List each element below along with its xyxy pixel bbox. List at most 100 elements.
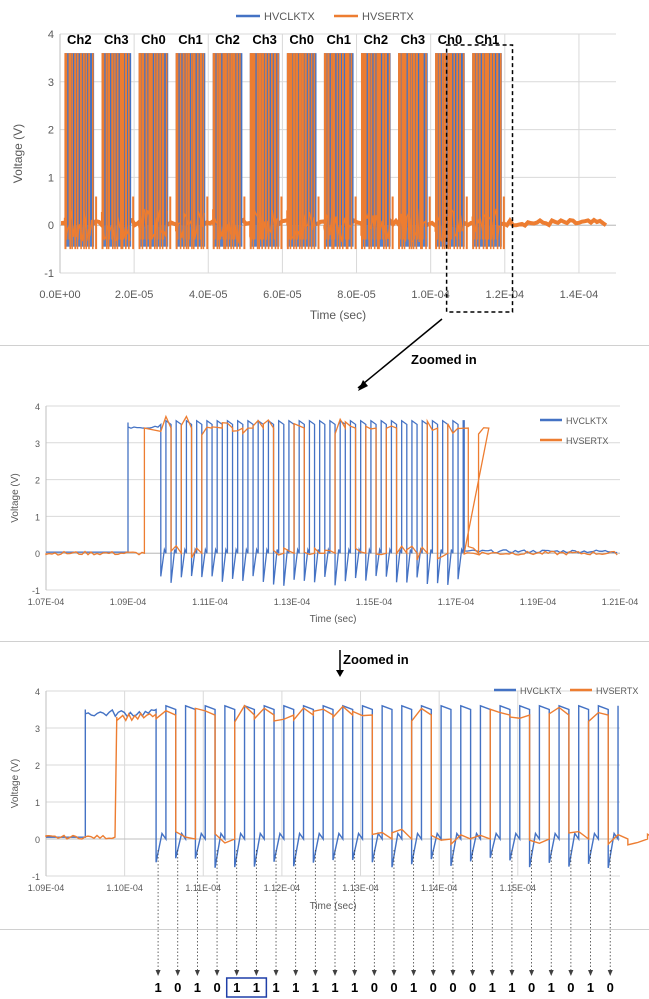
y-tick-label: 4 xyxy=(48,29,54,41)
channel-label: Ch2 xyxy=(364,32,389,47)
legend-label-hvsertx: HVSERTX xyxy=(566,436,608,446)
x-tick-label: 1.4E-04 xyxy=(560,289,599,301)
decoded-bit: 0 xyxy=(213,980,220,995)
series-hvsertx-noise xyxy=(212,209,242,245)
decoded-bit: 1 xyxy=(351,980,358,995)
y-tick-label: 1 xyxy=(35,512,40,522)
y-axis-title: Voltage (V) xyxy=(11,124,25,183)
legend-label-hvsertx: HVSERTX xyxy=(362,11,414,23)
x-tick-label: 4.0E-05 xyxy=(189,289,228,301)
series-hvsertx-burst xyxy=(325,53,353,250)
decoded-bit: 1 xyxy=(587,980,594,995)
x-tick-label: 1.15E-04 xyxy=(500,883,537,893)
y-tick-label: 2 xyxy=(35,476,40,486)
channel-label: Ch2 xyxy=(67,32,92,47)
legend-label-hvclktx: HVCLKTX xyxy=(520,686,562,696)
channel-label: Ch3 xyxy=(104,32,129,47)
zoom-label-1: Zoomed in xyxy=(411,352,477,367)
sample-arrow-head xyxy=(391,970,397,976)
decoded-bit: 1 xyxy=(489,980,496,995)
series-hvsertx-burst xyxy=(102,53,130,250)
decoded-bit: 1 xyxy=(508,980,515,995)
sample-arrow-head xyxy=(588,970,594,976)
x-tick-label: 1.0E-04 xyxy=(411,289,450,301)
y-tick-label: 3 xyxy=(35,439,40,449)
series-hvsertx-burst xyxy=(399,53,427,250)
channel-label: Ch2 xyxy=(215,32,240,47)
y-tick-label: 3 xyxy=(48,77,54,89)
decoded-bit: 1 xyxy=(253,980,260,995)
x-tick-label: 6.0E-05 xyxy=(263,289,302,301)
y-tick-label: 4 xyxy=(35,687,40,697)
series-hvsertx-noise xyxy=(397,208,428,243)
decoded-bit: 0 xyxy=(371,980,378,995)
y-tick-label: 1 xyxy=(48,172,54,184)
series-hvsertx xyxy=(45,414,618,561)
y-tick-label: -1 xyxy=(32,872,40,882)
x-tick-label: 1.09E-04 xyxy=(28,883,65,893)
x-tick-label: 1.13E-04 xyxy=(342,883,379,893)
x-axis-title: Time (sec) xyxy=(310,901,357,912)
decoded-bit: 0 xyxy=(567,980,574,995)
channel-label: Ch0 xyxy=(141,32,166,47)
series-hvsertx-noise xyxy=(434,207,465,242)
chart-overview: -1 0 1 2 3 4 0.0E+00 2.0E-05 4.0E-05 6.0E-05 8.0E-… xyxy=(11,11,616,677)
y-tick-label: -1 xyxy=(44,268,54,280)
y-tick-label: 0 xyxy=(35,549,40,559)
sample-arrow-head xyxy=(253,970,259,976)
decoded-bit: 1 xyxy=(548,980,555,995)
x-tick-label: 1.07E-04 xyxy=(28,597,65,607)
sample-arrow-head xyxy=(371,970,377,976)
x-tick-label: 1.13E-04 xyxy=(274,597,311,607)
decoded-bit: 0 xyxy=(528,980,535,995)
highlighted-bits-box xyxy=(225,977,268,998)
y-axis-title: Voltage (V) xyxy=(10,473,21,522)
sample-arrow-head xyxy=(332,970,338,976)
x-tick-label: 1.21E-04 xyxy=(602,597,639,607)
y-tick-label: -1 xyxy=(32,586,40,596)
x-axis-title: Time (sec) xyxy=(310,308,366,322)
decoded-bit: 0 xyxy=(174,980,181,995)
sample-arrow-head xyxy=(234,970,240,976)
decoded-bit: 1 xyxy=(410,980,417,995)
legend-label-hvsertx: HVSERTX xyxy=(596,686,638,696)
y-tick-label: 1 xyxy=(35,798,40,808)
annotations-layer: Zoomed in Zoomed in xyxy=(343,352,477,667)
x-tick-label: 2.0E-05 xyxy=(115,289,154,301)
decoded-bit: 1 xyxy=(292,980,299,995)
sample-arrow-head xyxy=(509,970,515,976)
zoom-label-2: Zoomed in xyxy=(343,652,409,667)
series-hvsertx-noise xyxy=(323,213,353,243)
x-tick-label: 0.0E+00 xyxy=(39,289,80,301)
sample-arrow-head xyxy=(155,970,161,976)
decoded-bit: 0 xyxy=(607,980,614,995)
decoded-bit: 0 xyxy=(469,980,476,995)
sample-arrow-head xyxy=(529,970,535,976)
series-hvsertx xyxy=(45,704,649,846)
sample-arrow-head xyxy=(312,970,318,976)
channel-label: Ch0 xyxy=(289,32,314,47)
x-tick-label: 1.17E-04 xyxy=(438,597,475,607)
x-tick-label: 1.11E-04 xyxy=(185,883,221,893)
series-hvsertx-burst xyxy=(436,53,465,250)
x-tick-label: 1.09E-04 xyxy=(110,597,147,607)
decoded-bit: 1 xyxy=(272,980,279,995)
sample-arrow-head xyxy=(352,970,358,976)
x-tick-label: 1.11E-04 xyxy=(192,597,228,607)
series-hvsertx-noise xyxy=(63,208,94,242)
legend-label-hvclktx: HVCLKTX xyxy=(566,416,608,426)
x-tick-label: 1.12E-04 xyxy=(264,883,301,893)
x-axis-title: Time (sec) xyxy=(310,614,357,625)
sample-arrow-head xyxy=(548,970,554,976)
sample-arrow-head xyxy=(607,970,613,976)
panel-separator-2 xyxy=(0,641,649,642)
x-tick-label: 1.19E-04 xyxy=(520,597,557,607)
x-tick-label: 1.14E-04 xyxy=(421,883,458,893)
series-hvclktx xyxy=(46,704,619,868)
series-hvsertx-noise xyxy=(100,211,131,243)
decoded-bit: 0 xyxy=(449,980,456,995)
channel-label: Ch0 xyxy=(438,32,463,47)
sample-arrow-head xyxy=(273,970,279,976)
zoom-arrow-2-head xyxy=(336,670,344,677)
